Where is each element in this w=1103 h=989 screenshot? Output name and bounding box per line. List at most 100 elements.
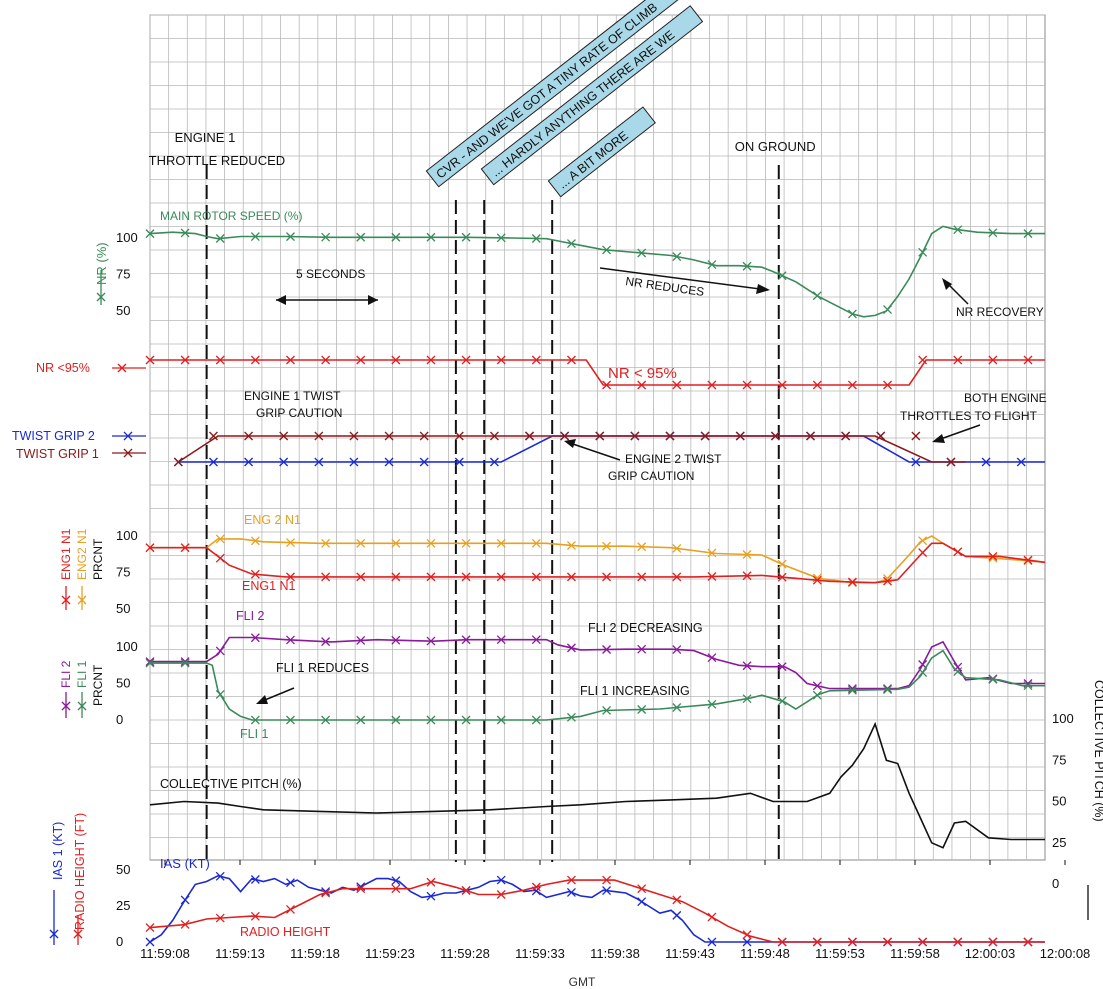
arrow-line: [566, 441, 621, 461]
data-point-n1-1: [531, 572, 541, 582]
data-point-ias-1: [777, 937, 787, 947]
data-point-nr-0: [321, 232, 331, 242]
y-tick-label-right: 50: [1052, 794, 1066, 809]
marker-stroke: [180, 658, 190, 668]
y-axis-label: RADIO HEIGHT (FT): [73, 813, 87, 930]
y-tick-label: 75: [116, 267, 130, 282]
data-point-n1-1: [602, 572, 612, 582]
marker-stroke: [286, 355, 295, 365]
data-point-nr-0: [742, 261, 752, 271]
marker-stroke: [742, 937, 752, 947]
marker-stroke: [356, 538, 366, 548]
marker-stroke: [812, 291, 822, 301]
data-point-nr95-0: [286, 355, 295, 365]
y-axis-label: FLI 1: [75, 660, 89, 688]
marker-stroke: [145, 543, 155, 553]
data-point-nr-0: [496, 233, 506, 243]
legend-label: TWIST GRIP 1: [16, 447, 99, 461]
marker-stroke: [988, 553, 998, 563]
marker-stroke: [279, 431, 289, 441]
data-point-fli-0: [566, 643, 576, 653]
marker-stroke: [461, 886, 471, 895]
marker-stroke: [496, 233, 506, 243]
data-point-nr-0: [602, 245, 612, 255]
x-tick-label: 11:59:33: [515, 946, 565, 961]
data-point-n1-0: [742, 550, 752, 559]
marker-stroke: [349, 457, 359, 467]
y-axis-label-right: COLLECTIVE PITCH (%): [1092, 680, 1103, 822]
marker-stroke: [461, 635, 471, 645]
data-point-nr-0: [356, 232, 366, 242]
annotation: ENG1 N1: [242, 579, 296, 593]
marker-stroke: [419, 431, 429, 441]
data-point-twist-1: [665, 431, 675, 441]
marker-stroke: [496, 635, 506, 645]
data-point-nr95-0: [918, 355, 928, 365]
data-point-n1-1: [672, 572, 682, 582]
marker-stroke: [981, 457, 991, 467]
data-point-fli-0: [426, 636, 436, 646]
marker-stroke: [286, 232, 295, 242]
marker-stroke: [707, 572, 717, 581]
data-point-ias-1: [1023, 937, 1033, 947]
marker-stroke: [496, 572, 506, 582]
annotation: FLI 2: [236, 609, 265, 623]
marker-stroke: [215, 534, 225, 544]
marker-stroke: [918, 937, 928, 947]
x-tick-label: 11:59:23: [365, 946, 415, 961]
data-point-fli-0: [812, 681, 822, 691]
data-point-ias-0: [180, 895, 190, 905]
marker-stroke: [602, 572, 612, 582]
data-point-nr-0: [426, 232, 436, 242]
marker-stroke: [812, 681, 822, 691]
marker-stroke: [777, 271, 787, 281]
data-point-ias-1: [672, 895, 682, 905]
marker-stroke: [988, 674, 998, 684]
data-point-ias-0: [566, 888, 576, 897]
data-point-fli-1: [496, 715, 506, 725]
marker-stroke: [847, 684, 857, 694]
data-point-twist-1: [525, 431, 534, 441]
marker-stroke: [988, 228, 998, 238]
marker-stroke: [286, 715, 295, 725]
data-point-nr95-0: [566, 355, 576, 365]
data-point-fli-1: [742, 694, 752, 704]
marker-stroke: [391, 232, 401, 242]
data-point-ias-1: [286, 904, 295, 914]
data-point-nr95-0: [215, 355, 225, 365]
data-point-nr-0: [461, 232, 471, 242]
marker-stroke: [637, 572, 647, 582]
marker-stroke: [496, 875, 506, 885]
cvr-box-bg: [480, 5, 704, 186]
data-point-ias-1: [812, 937, 822, 947]
data-point-fli-1: [321, 715, 331, 725]
data-point-n1-1: [988, 551, 998, 561]
data-point-twist-0: [279, 457, 289, 467]
marker-stroke: [321, 637, 331, 647]
data-point-ias-1: [637, 884, 647, 894]
series-line-twist-1: [177, 435, 966, 463]
data-point-ias-0: [602, 886, 612, 896]
series-line-nr-0: [149, 225, 1045, 318]
data-point-twist-0: [349, 457, 359, 467]
x-tick-label: 11:59:08: [140, 946, 190, 961]
data-point-fli-0: [180, 657, 190, 667]
data-point-nr-0: [988, 228, 998, 238]
marker-stroke: [391, 715, 401, 725]
data-point-n1-0: [461, 538, 471, 548]
data-point-ias-1: [602, 875, 612, 885]
marker-stroke: [630, 431, 640, 441]
series-line-n1-1: [150, 542, 1046, 584]
data-point-ias-0: [250, 875, 260, 884]
marker-stroke: [637, 248, 647, 258]
marker-stroke: [988, 551, 998, 561]
marker-stroke: [1023, 355, 1033, 365]
annotation: NR RECOVERY: [956, 305, 1044, 319]
marker-stroke: [321, 572, 331, 582]
arrow-head: [942, 278, 952, 290]
y-tick-label: 50: [116, 676, 130, 691]
data-point-twist-0: [981, 457, 991, 467]
legend-label: TWIST GRIP 2: [12, 429, 95, 443]
data-point-n1-1: [777, 572, 787, 582]
